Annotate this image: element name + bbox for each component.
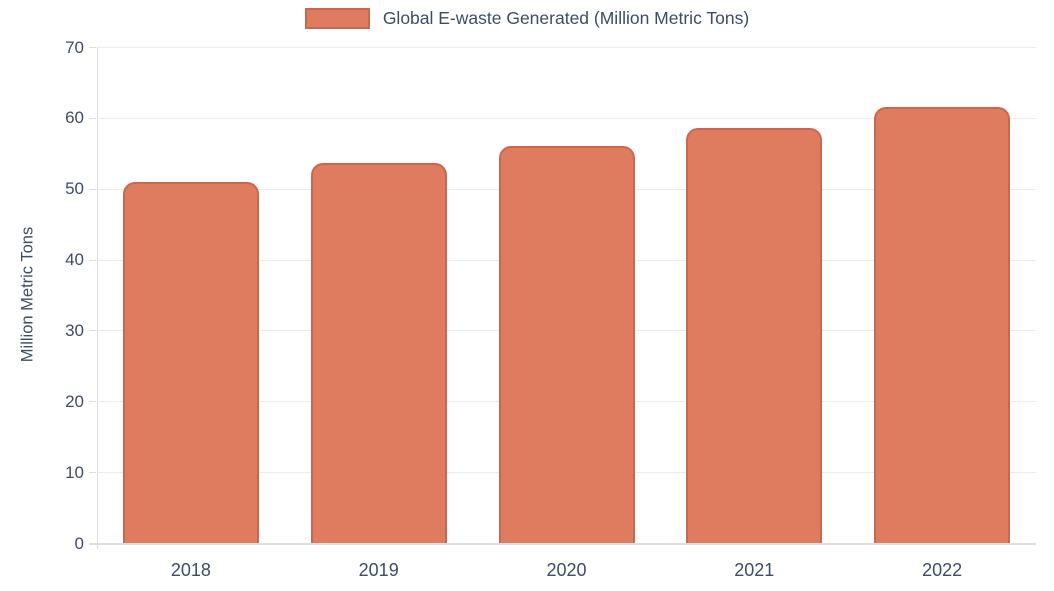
y-tick-label: 20 [65,391,84,411]
x-tick-label: 2022 [922,560,963,580]
bar-2019[interactable] [310,163,447,543]
bar-2021[interactable] [686,127,823,543]
chart-legend[interactable]: Global E-waste Generated (Million Metric… [0,8,1054,29]
y-tick-label: 30 [65,320,84,340]
y-tick-mark [89,401,96,403]
bar-2018[interactable] [122,181,259,543]
y-tick-mark [89,472,96,474]
y-tick-mark [89,330,96,332]
y-tick-mark [89,117,96,119]
bar-2020[interactable] [498,146,635,543]
gridline [97,117,1036,119]
bar-2022[interactable] [874,106,1011,543]
y-tick-label: 60 [65,108,84,128]
legend-label: Global E-waste Generated (Million Metric… [382,8,750,28]
y-tick-label: 40 [65,250,84,270]
y-tick-mark [89,47,96,48]
y-tick-label: 0 [74,533,84,553]
x-tick-label: 2020 [546,560,587,580]
gridline [97,47,1036,48]
y-axis-title: Million Metric Tons [18,226,37,363]
legend-swatch [304,8,370,29]
y-axis-line [97,47,98,549]
y-tick-mark [89,188,96,190]
y-tick-mark [89,259,96,261]
y-tick-label: 70 [65,37,84,57]
x-tick-label: 2019 [358,560,399,580]
x-tick-label: 2021 [734,560,775,580]
y-tick-label: 50 [65,179,84,199]
x-axis-line [89,543,1036,545]
x-tick-label: 2018 [170,560,211,580]
y-tick-label: 10 [65,462,84,482]
